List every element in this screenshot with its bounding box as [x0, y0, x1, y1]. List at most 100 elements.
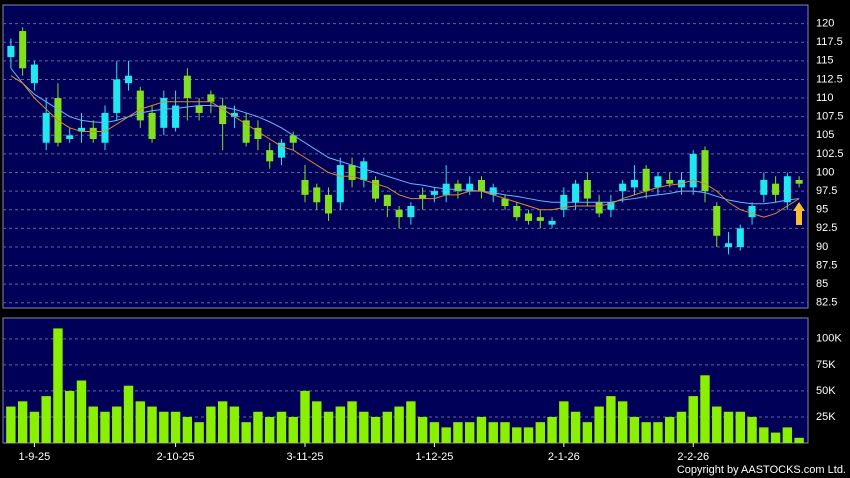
volume-bar — [712, 406, 722, 443]
y-tick-label: 110 — [816, 92, 834, 104]
volume-bar — [523, 427, 534, 443]
y-tick-label: 92.5 — [816, 222, 837, 234]
candle-body — [466, 183, 474, 192]
candle-body — [313, 187, 321, 203]
candle-body — [19, 31, 27, 69]
candle-body — [736, 228, 744, 247]
volume-bar — [53, 328, 63, 443]
candle-body — [254, 127, 262, 140]
candle-body — [89, 127, 97, 140]
candle-body — [113, 79, 121, 113]
candle-body — [395, 209, 403, 218]
candle-body — [172, 105, 180, 128]
volume-bar — [794, 437, 804, 443]
volume-bar — [453, 422, 463, 443]
candle-body — [136, 90, 144, 121]
volume-bar — [253, 411, 263, 443]
candle-body — [701, 150, 709, 192]
volume-bar — [535, 422, 545, 443]
candle-body — [748, 206, 756, 218]
volume-bar — [123, 385, 134, 443]
candle-body — [619, 183, 627, 192]
candle-body — [195, 105, 203, 113]
candle-body — [513, 206, 521, 218]
volume-bar — [570, 411, 581, 443]
candle-body — [548, 220, 556, 225]
candle-body — [160, 98, 168, 128]
candle-body — [66, 135, 74, 140]
candle-body — [219, 105, 227, 125]
candle-body — [266, 150, 274, 162]
candle-body — [713, 206, 721, 236]
y-tick-label: 105 — [816, 129, 834, 141]
candle-body — [783, 176, 791, 203]
volume-bar — [265, 416, 275, 443]
volume-bar — [559, 401, 569, 443]
volume-bar — [441, 427, 451, 443]
y-tick-label: 100K — [816, 333, 842, 345]
volume-bar — [41, 396, 51, 443]
candle-body — [360, 161, 368, 180]
volume-bar — [88, 406, 98, 443]
candle-body — [301, 179, 309, 195]
volume-bar — [347, 401, 357, 443]
candle-body — [689, 153, 697, 188]
candle-body — [525, 213, 533, 221]
volume-bar — [241, 422, 251, 443]
candle-body — [607, 202, 615, 210]
volume-bar — [359, 411, 369, 443]
volume-bar — [170, 411, 181, 443]
candle-body — [348, 165, 356, 180]
candle-body — [242, 120, 250, 143]
candle-body — [760, 179, 768, 195]
volume-bar — [735, 411, 745, 443]
volume-bar — [747, 416, 757, 443]
volume-bar — [335, 406, 345, 443]
volume-bar — [323, 411, 334, 443]
volume-bar — [112, 406, 122, 443]
y-tick-label: 87.5 — [816, 259, 837, 271]
candle-body — [383, 194, 391, 207]
volume-bar — [17, 401, 28, 443]
candle-body — [183, 75, 191, 99]
volume-bar — [370, 416, 381, 443]
candle-body — [277, 142, 285, 158]
y-tick-label: 25K — [816, 411, 836, 423]
volume-bar — [700, 375, 710, 443]
candle-body — [125, 75, 133, 84]
candle-body — [583, 179, 591, 199]
volume-bar — [394, 406, 404, 443]
x-tick-label: 1-9-25 — [19, 451, 51, 463]
volume-bar — [665, 416, 675, 443]
candle-body — [454, 183, 462, 192]
x-tick-label: 1-12-25 — [415, 451, 453, 463]
volume-bar — [65, 390, 75, 443]
volume-bar — [29, 411, 40, 443]
candle-body — [30, 64, 38, 84]
volume-bar — [288, 416, 298, 443]
y-tick-label: 75K — [816, 359, 836, 371]
candle-body — [407, 206, 415, 218]
candle-body — [372, 179, 380, 199]
plot-layer: 82.5 85 87.5 90 92.5 95 97.5 100 102.5 105 107.5 11… — [3, 18, 844, 463]
volume-bar — [606, 396, 616, 443]
volume-bar — [229, 406, 240, 443]
candle-body — [501, 198, 509, 207]
volume-bar — [276, 411, 287, 443]
volume-bar — [217, 401, 228, 443]
volume-bar — [429, 422, 440, 443]
volume-bar — [194, 422, 204, 443]
candle-body — [630, 179, 638, 188]
candle-body — [42, 112, 50, 143]
volume-bar — [594, 406, 604, 443]
volume-bar — [653, 422, 663, 443]
volume-bar — [465, 422, 475, 443]
volume-bar — [147, 406, 157, 443]
y-tick-label: 100 — [816, 166, 834, 178]
y-tick-label: 120 — [816, 18, 834, 30]
volume-bar — [617, 401, 628, 443]
volume-bar — [76, 380, 87, 443]
candle-body — [642, 168, 650, 192]
volume-bar — [135, 401, 145, 443]
price-panel — [2, 4, 809, 309]
